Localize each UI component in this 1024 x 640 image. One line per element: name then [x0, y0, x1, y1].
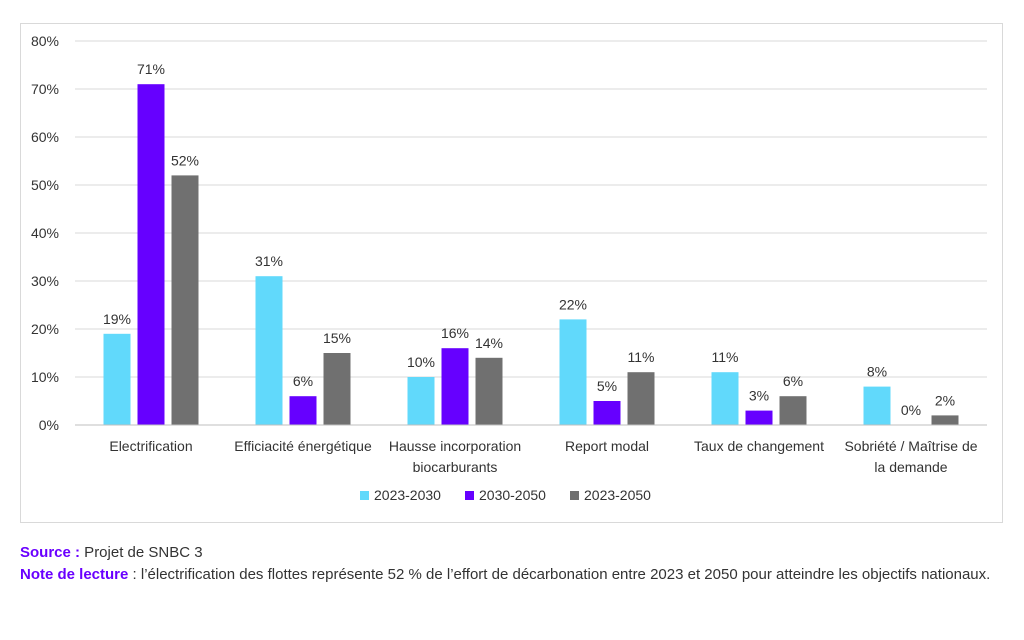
data-label: 2%	[935, 392, 955, 408]
y-tick-label: 40%	[31, 225, 59, 241]
category-label: Report modal	[565, 438, 649, 454]
chart-notes: Source : Projet de SNBC 3 Note de lectur…	[20, 542, 1000, 586]
source-text: Projet de SNBC 3	[80, 544, 203, 561]
reading-note: Note de lecture : l’électrification des …	[20, 564, 1000, 586]
data-label: 6%	[783, 373, 803, 389]
data-label: 52%	[171, 152, 199, 168]
y-tick-label: 50%	[31, 177, 59, 193]
data-label: 11%	[628, 349, 655, 365]
category-label: Electrification	[109, 438, 192, 454]
data-label: 22%	[559, 296, 587, 312]
category-label: Hausse incorporation	[389, 438, 521, 454]
bar	[559, 319, 587, 425]
legend-swatch	[360, 491, 369, 500]
category-label: la demande	[874, 459, 947, 475]
source-line: Source : Projet de SNBC 3	[20, 542, 1000, 564]
bar	[289, 396, 317, 425]
data-label: 10%	[407, 354, 435, 370]
legend-label: 2023-2030	[374, 487, 441, 503]
category-label: Efficiacité énergétique	[234, 438, 372, 454]
bar	[441, 348, 469, 425]
reading-note-text: : l’électrification des flottes représen…	[128, 566, 991, 583]
legend-swatch	[465, 491, 474, 500]
data-label: 19%	[103, 311, 131, 327]
data-label: 3%	[749, 388, 769, 404]
category-label: Sobriété / Maîtrise de	[844, 438, 977, 454]
y-tick-label: 70%	[31, 81, 59, 97]
bar	[171, 175, 199, 425]
data-label: 14%	[475, 335, 503, 351]
bar	[745, 410, 773, 425]
bar	[137, 84, 165, 425]
bar	[255, 276, 283, 425]
y-tick-label: 10%	[31, 369, 59, 385]
reading-note-key: Note de lecture	[20, 566, 129, 583]
data-label: 31%	[255, 253, 283, 269]
data-label: 71%	[137, 61, 165, 77]
data-label: 5%	[597, 378, 617, 394]
legend-label: 2023-2050	[584, 487, 651, 503]
bar-chart: 0% 10% 20% 30% 40% 50% 60% 70% 80% 19% 71% 52% Elect…	[31, 33, 987, 503]
data-label: 8%	[867, 364, 887, 380]
source-key: Source :	[20, 544, 81, 561]
legend-label: 2030-2050	[479, 487, 546, 503]
bar	[711, 372, 739, 425]
bar	[627, 372, 655, 425]
y-tick-label: 0%	[39, 417, 59, 433]
bar	[475, 357, 503, 425]
data-label: 15%	[323, 330, 351, 346]
data-label: 0%	[901, 402, 921, 418]
bar	[931, 415, 959, 425]
y-tick-label: 60%	[31, 129, 59, 145]
legend-swatch	[570, 491, 579, 500]
y-tick-label: 20%	[31, 321, 59, 337]
y-tick-label: 80%	[31, 33, 59, 49]
data-label: 16%	[441, 325, 469, 341]
bar	[593, 401, 621, 425]
category-label: biocarburants	[413, 459, 498, 475]
y-tick-label: 30%	[31, 273, 59, 289]
category-label: Taux de changement	[694, 438, 824, 454]
chart-frame: 0% 10% 20% 30% 40% 50% 60% 70% 80% 19% 71% 52% Elect…	[20, 23, 1003, 523]
bar	[407, 377, 435, 425]
bar	[863, 386, 891, 425]
data-label: 6%	[293, 373, 313, 389]
data-label: 11%	[712, 349, 739, 365]
bar	[323, 353, 351, 425]
bar	[103, 333, 131, 425]
bar	[779, 396, 807, 425]
